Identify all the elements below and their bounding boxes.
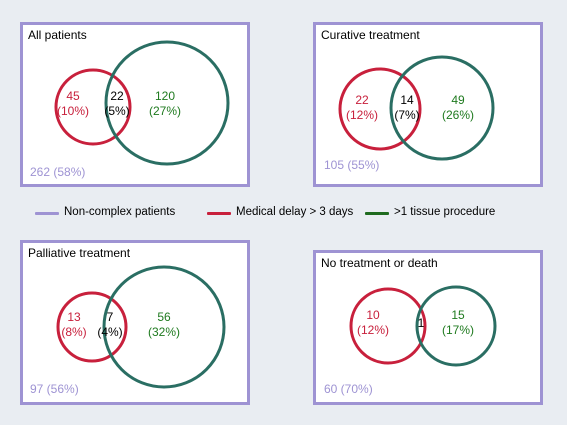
venn-diagram: 10 (12%) 1 15 (17%) 60 (70%): [324, 285, 497, 396]
tissue-procedure-percent: (32%): [148, 325, 180, 339]
legend: Non-complex patients Medical delay > 3 d…: [35, 206, 535, 224]
tissue-procedure-swatch: [365, 212, 389, 215]
panel-title: No treatment or death: [321, 256, 438, 270]
medical-delay-count: 45: [66, 89, 80, 103]
tissue-procedure-count: 15: [451, 308, 465, 322]
medical-delay-circle: [349, 287, 427, 365]
overlap-percent: (7%): [394, 108, 419, 122]
venn-diagram: 22 (12%) 14 (7%) 49 (26%) 105 (55%): [324, 55, 495, 172]
legend-label: >1 tissue procedure: [394, 206, 496, 218]
venn-panel-no-treatment-or-death: No treatment or death 10 (12%) 1 15 (17%…: [313, 250, 543, 405]
legend-label: Medical delay > 3 days: [236, 206, 354, 218]
medical-delay-circle: [54, 68, 132, 146]
tissue-procedure-circle: [102, 265, 226, 389]
medical-delay-circle: [56, 291, 128, 363]
medical-delay-swatch: [207, 212, 231, 215]
non-complex-count: 97 (56%): [30, 382, 79, 396]
tissue-procedure-circle: [104, 40, 230, 166]
medical-delay-circle: [338, 67, 422, 151]
medical-delay-percent: (8%): [61, 325, 86, 339]
venn-panel-palliative-treatment: Palliative treatment 13 (8%) 7 (4%) 56 (…: [20, 240, 250, 405]
tissue-procedure-count: 120: [155, 89, 175, 103]
medical-delay-count: 10: [366, 308, 380, 322]
non-complex-count: 105 (55%): [324, 158, 379, 172]
medical-delay-count: 13: [67, 310, 81, 324]
venn-panel-curative-treatment: Curative treatment 22 (12%) 14 (7%) 49 (…: [313, 22, 543, 187]
venn-panel-all-patients: All patients 45 (10%) 22 (5%) 120 (27%) …: [20, 22, 250, 187]
overlap-count: 14: [400, 93, 414, 107]
overlap-count: 22: [110, 89, 124, 103]
medical-delay-count: 22: [355, 93, 369, 107]
tissue-procedure-circle: [415, 285, 497, 367]
overlap-count: 7: [107, 310, 114, 324]
medical-delay-percent: (12%): [357, 323, 389, 337]
overlap-count: 1: [418, 316, 425, 330]
non-complex-count: 262 (58%): [30, 165, 85, 179]
panel-title: All patients: [28, 28, 87, 42]
tissue-procedure-percent: (27%): [149, 104, 181, 118]
venn-diagram: 45 (10%) 22 (5%) 120 (27%) 262 (58%): [30, 40, 230, 179]
overlap-percent: (5%): [104, 104, 129, 118]
panel-title: Curative treatment: [321, 28, 420, 42]
legend-label: Non-complex patients: [64, 206, 176, 218]
tissue-procedure-percent: (26%): [442, 108, 474, 122]
tissue-procedure-percent: (17%): [442, 323, 474, 337]
tissue-procedure-count: 56: [157, 310, 171, 324]
tissue-procedure-count: 49: [451, 93, 465, 107]
non-complex-count: 60 (70%): [324, 382, 373, 396]
medical-delay-percent: (12%): [346, 108, 378, 122]
venn-diagram: 13 (8%) 7 (4%) 56 (32%) 97 (56%): [30, 265, 226, 396]
overlap-percent: (4%): [97, 325, 122, 339]
medical-delay-percent: (10%): [57, 104, 89, 118]
panel-title: Palliative treatment: [28, 246, 131, 260]
tissue-procedure-circle: [389, 55, 495, 161]
non-complex-swatch: [35, 212, 59, 215]
